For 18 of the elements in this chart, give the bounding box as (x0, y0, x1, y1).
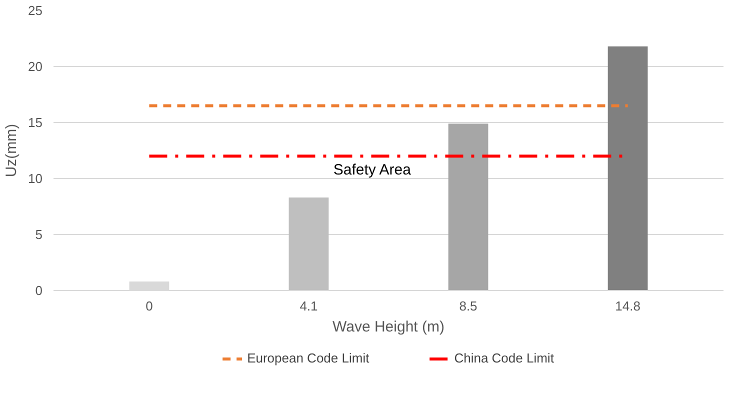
bar (448, 124, 488, 290)
x-axis-title: Wave Height (m) (332, 318, 444, 336)
y-tick-label: 15 (28, 115, 43, 130)
x-tick-label: 0 (146, 298, 153, 314)
annotation: Safety Area (333, 162, 412, 179)
y-tick-label: 0 (35, 283, 43, 298)
y-tick-label: 25 (28, 3, 43, 18)
y-axis-title: Uz(mm) (3, 124, 20, 178)
y-tick-label: 5 (35, 227, 43, 242)
x-tick-label: 4.1 (300, 298, 318, 314)
bar (288, 198, 329, 290)
x-tick-label: 8.5 (459, 298, 478, 314)
y-tick-label: 20 (28, 59, 43, 74)
x-tick-label: 14.8 (615, 298, 640, 314)
y-tick-label: 10 (28, 171, 43, 186)
legend-label: European Code Limit (247, 350, 370, 366)
legend-label: China Code Limit (454, 350, 554, 366)
bar (608, 46, 648, 290)
